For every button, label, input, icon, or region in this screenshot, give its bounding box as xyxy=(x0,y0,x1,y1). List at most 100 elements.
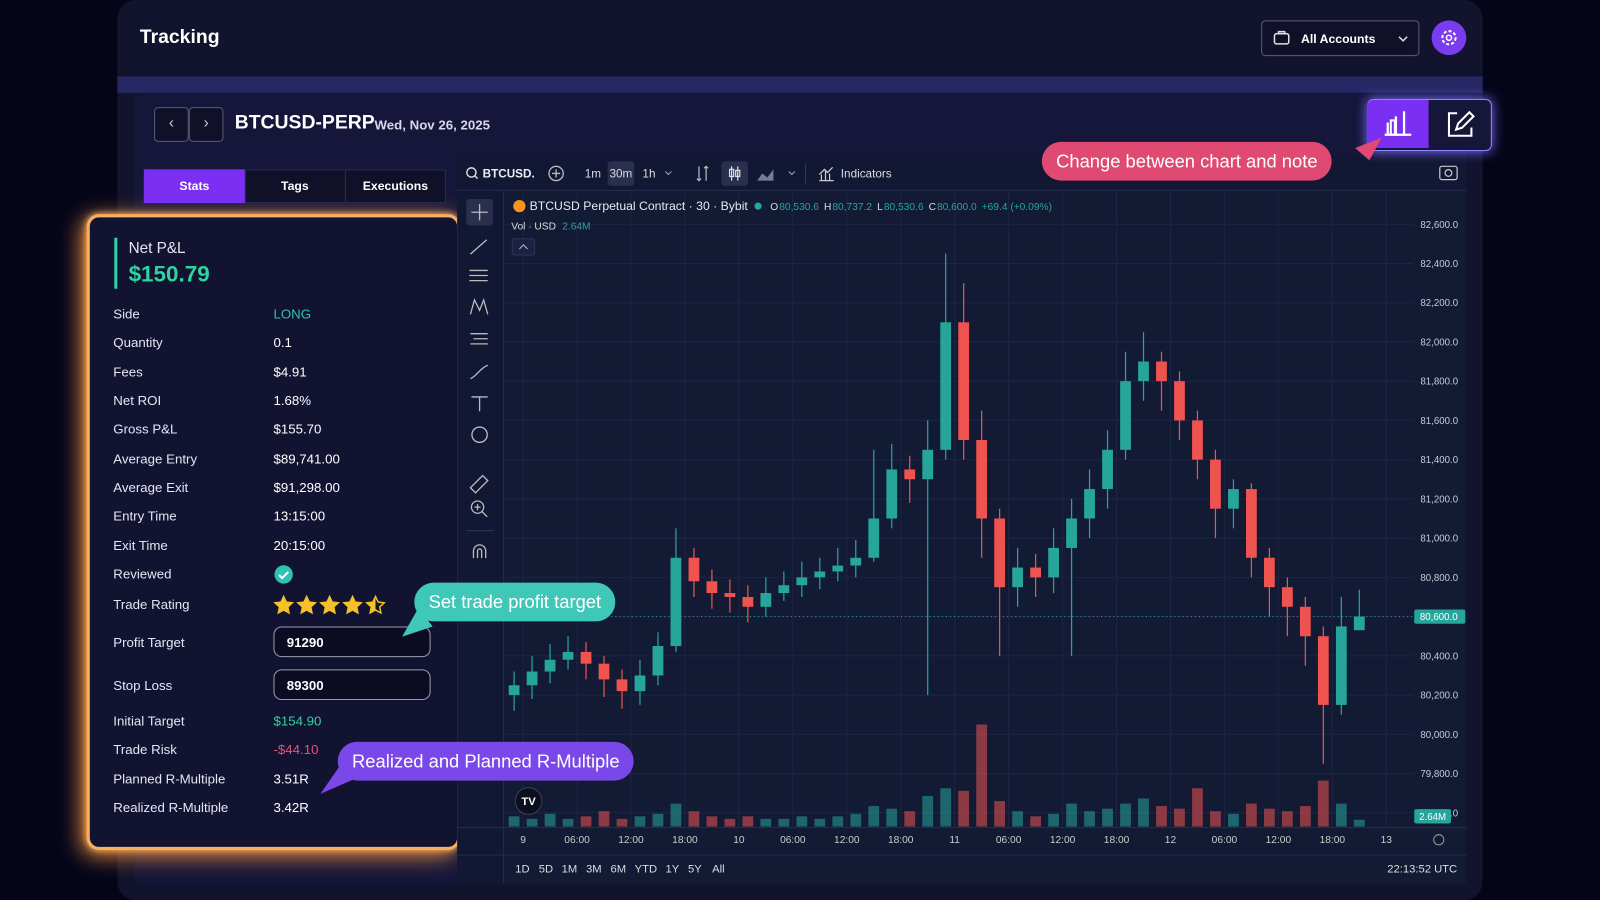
net-pnl-label: Net P&L xyxy=(128,239,186,258)
stat-input[interactable]: 91290 xyxy=(273,626,431,658)
volume-bar xyxy=(1102,808,1113,827)
style-caret[interactable] xyxy=(788,171,796,176)
next-button[interactable]: › xyxy=(188,107,224,142)
compare-icon[interactable] xyxy=(548,165,564,182)
stat-value: 13:15:00 xyxy=(273,508,326,524)
settings-button[interactable] xyxy=(1431,20,1467,56)
stat-value: 3.51R xyxy=(273,771,309,787)
indicators-icon[interactable] xyxy=(818,166,834,182)
candle-body xyxy=(1192,420,1203,460)
chevron xyxy=(1398,36,1408,42)
range-button[interactable]: 1M xyxy=(562,863,578,875)
star[interactable] xyxy=(319,594,341,615)
projection-tool[interactable] xyxy=(470,333,488,345)
volume-bar xyxy=(670,803,682,827)
account-select[interactable]: All Accounts xyxy=(1261,20,1420,57)
tv-logo-mark: TV xyxy=(521,796,536,808)
pattern-tool[interactable] xyxy=(469,297,489,315)
y-tick-label: 80,800.0 xyxy=(1420,573,1458,584)
stat-input[interactable]: 89300 xyxy=(273,669,431,700)
interval[interactable]: 1h xyxy=(642,168,655,181)
note-icon xyxy=(1447,110,1475,137)
candle-body xyxy=(1210,459,1221,509)
star[interactable] xyxy=(342,594,363,615)
volume-bar xyxy=(1012,811,1024,827)
candle-body xyxy=(814,571,826,578)
text-tool[interactable] xyxy=(471,396,488,412)
header-divider xyxy=(117,76,1483,93)
stat-label: Gross P&L xyxy=(113,421,178,437)
magnet-tool[interactable] xyxy=(472,544,487,559)
candle-body xyxy=(976,440,988,519)
volume-bar xyxy=(976,724,988,827)
collapse-button[interactable] xyxy=(511,238,536,256)
volume-bar xyxy=(1048,813,1059,827)
zoom-tool[interactable] xyxy=(470,500,485,514)
emoji-tool[interactable] xyxy=(471,426,488,444)
interval[interactable]: 1m xyxy=(585,168,601,181)
star-fill xyxy=(320,596,339,613)
snapshot-icon[interactable] xyxy=(1439,165,1458,181)
axis-settings[interactable] xyxy=(1433,834,1445,846)
volume-bar xyxy=(544,813,556,827)
candle-style-on[interactable] xyxy=(721,161,748,186)
volume-bar xyxy=(886,808,898,827)
star[interactable] xyxy=(365,594,386,615)
candle-body xyxy=(1263,557,1275,588)
briefcase-icon xyxy=(1273,30,1290,45)
prev-button[interactable]: ‹ xyxy=(154,107,189,142)
candle-body xyxy=(1228,489,1239,509)
volume-bar xyxy=(796,816,808,827)
area-style-icon[interactable] xyxy=(757,169,774,181)
candle-body xyxy=(652,646,664,676)
range-buttons: 1D 5D 1M 3M 6M YTD 1Y 5Y All xyxy=(515,863,724,875)
callout-profit-target: Set trade profit target xyxy=(414,582,616,622)
x-tick-label: 12:00 xyxy=(1266,835,1292,846)
star[interactable] xyxy=(296,594,318,615)
ruler-tool[interactable] xyxy=(469,474,489,494)
search-icon[interactable] xyxy=(466,167,477,178)
account-label: All Accounts xyxy=(1301,31,1376,46)
note-view-button[interactable] xyxy=(1429,100,1490,148)
range-button[interactable]: 6M xyxy=(611,863,627,875)
interval[interactable]: 30m xyxy=(610,168,633,181)
stat-label: Quantity xyxy=(113,334,163,350)
trend-line-tool[interactable] xyxy=(469,239,488,255)
stat-value: 3.42R xyxy=(273,799,309,816)
callout-pointer xyxy=(402,608,433,637)
candle-body xyxy=(1281,587,1293,607)
y-tick-label: 81,000.0 xyxy=(1420,534,1458,545)
interval-caret[interactable] xyxy=(664,171,672,176)
volume-bar xyxy=(1156,806,1167,827)
volume-bar xyxy=(868,806,880,827)
indicators-button[interactable]: Indicators xyxy=(841,168,892,181)
ohlc-value: 80,530.6 xyxy=(779,202,819,213)
range-button[interactable]: 5Y xyxy=(688,863,702,875)
interval-on xyxy=(607,161,635,186)
ohlc-value: 80,530.6 xyxy=(884,202,924,213)
y-tick-label: 81,200.0 xyxy=(1420,494,1458,505)
stat-label: Fees xyxy=(113,364,143,380)
bar-style-icon[interactable] xyxy=(696,165,709,182)
stat-value: 20:15:00 xyxy=(273,537,326,554)
toolbar-symbol[interactable]: BTCUSD. xyxy=(483,168,535,181)
range-button[interactable]: All xyxy=(712,863,724,875)
fib-tool[interactable] xyxy=(469,269,488,282)
x-tick-label: 18:00 xyxy=(1104,835,1130,846)
range-button[interactable]: 5D xyxy=(539,863,553,875)
cursor-tool[interactable] xyxy=(471,204,488,221)
star[interactable] xyxy=(273,594,295,615)
tab[interactable]: Tags xyxy=(244,169,346,204)
ohlc-key: O xyxy=(770,202,778,213)
range-button[interactable]: 3M xyxy=(586,863,602,875)
candle-body xyxy=(616,679,628,692)
tab[interactable]: Executions xyxy=(344,169,446,204)
ohlc-key: L xyxy=(877,202,883,213)
tab[interactable]: Stats xyxy=(143,169,245,204)
brush-tool[interactable] xyxy=(470,364,489,380)
range-button[interactable]: 1Y xyxy=(666,863,680,875)
legend-ohlc: O 80,530.6 H 80,737.2 L 80,530.6 C 80,600.0 +69.… xyxy=(754,202,1052,213)
range-button[interactable]: YTD xyxy=(635,863,657,875)
range-button[interactable]: 1D xyxy=(515,863,529,875)
